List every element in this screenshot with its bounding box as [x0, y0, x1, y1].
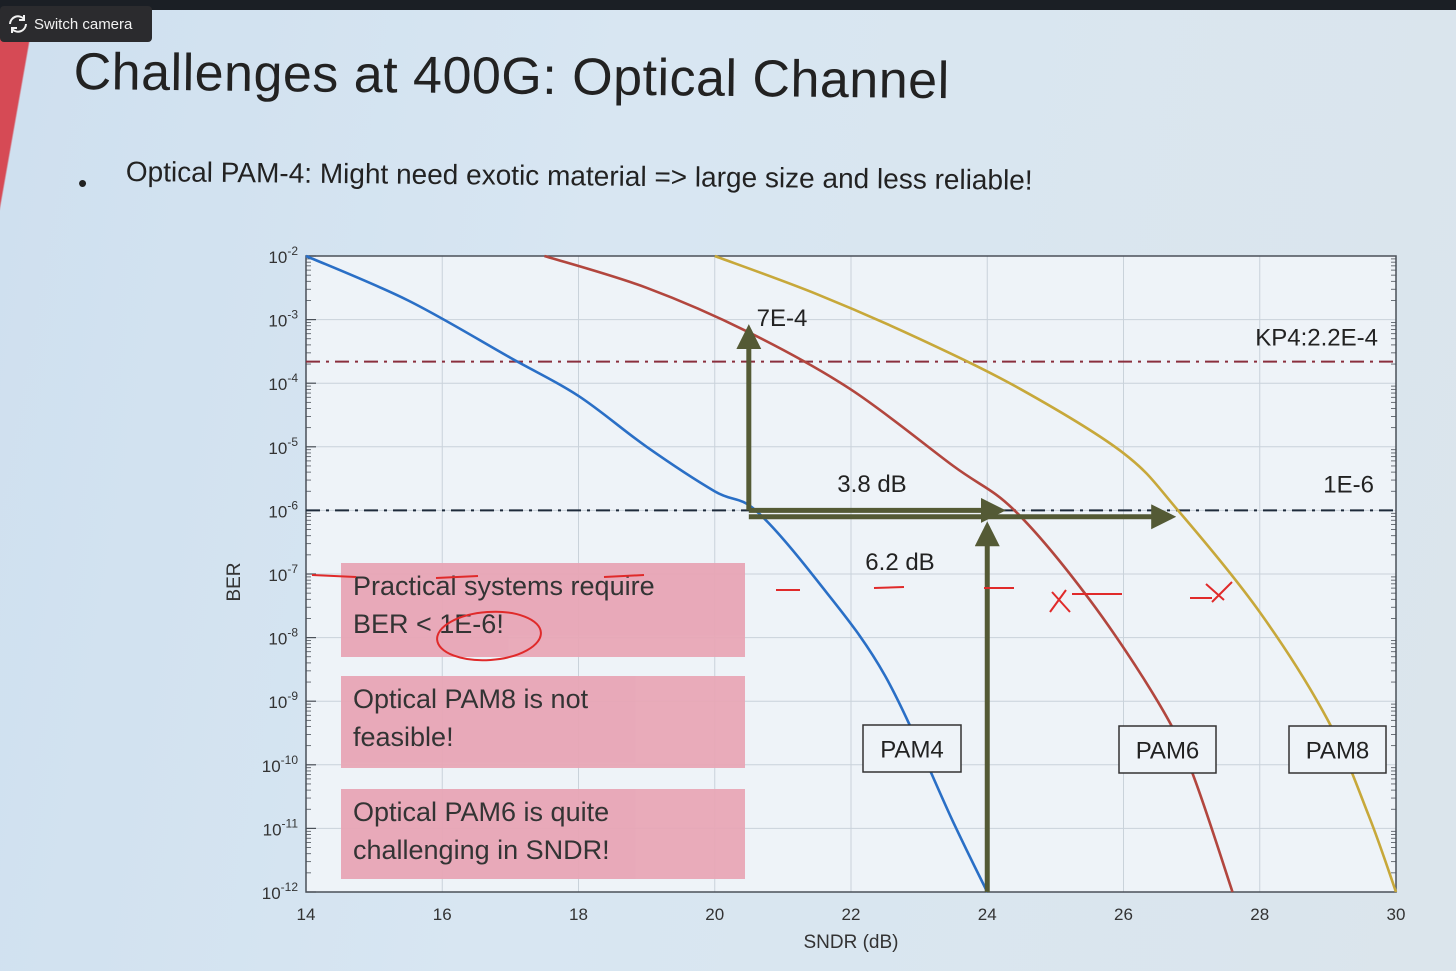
y-tick-exponent: -3 [287, 308, 298, 322]
y-tick-base: 10 [262, 884, 281, 903]
x-tick-label: 18 [569, 905, 588, 924]
label-box-pam6 [1118, 725, 1217, 774]
camera-switch-icon [9, 15, 27, 33]
y-tick-label: 10-4 [268, 371, 298, 394]
x-tick-label: 30 [1387, 905, 1406, 924]
y-tick-base: 10 [268, 248, 287, 267]
y-tick-label: 10-11 [263, 816, 299, 839]
y-tick-label: 10-12 [262, 880, 299, 903]
plot-frame [305, 255, 1397, 893]
y-tick-exponent: -7 [287, 562, 298, 576]
label-box-pam4-text: PAM4 [880, 737, 944, 764]
kp4-threshold-label: KP4:2.2E-4 [1255, 325, 1378, 352]
y-tick-label: 10-3 [268, 308, 298, 331]
label-box-pam4 [862, 724, 962, 773]
y-tick-base: 10 [268, 566, 287, 585]
y-tick-base: 10 [268, 630, 287, 649]
y-tick-label: 10-8 [268, 626, 298, 649]
y-tick-label: 10-2 [268, 244, 298, 267]
switch-camera-button[interactable]: Switch camera [0, 6, 152, 42]
y-tick-base: 10 [268, 439, 287, 458]
x-tick-label: 24 [978, 905, 997, 924]
y-tick-exponent: -6 [287, 498, 298, 512]
ber-1e6-label: 1E-6 [1323, 471, 1374, 498]
y-tick-exponent: -2 [287, 244, 298, 258]
y-tick-exponent: -4 [287, 371, 298, 385]
switch-camera-label: Switch camera [34, 15, 133, 33]
y-tick-base: 10 [268, 693, 287, 712]
label-box-pam6-text: PAM6 [1136, 738, 1200, 765]
callout-pam6: Optical PAM6 is quite challenging in SND… [341, 789, 745, 879]
x-tick-label: 20 [705, 905, 724, 924]
y-tick-base: 10 [268, 312, 287, 331]
y-tick-exponent: -5 [287, 435, 298, 449]
label-box-pam8 [1288, 725, 1387, 774]
label-box-pam8-text: PAM8 [1306, 738, 1370, 765]
callout-pam6-line1: Optical PAM6 is quite [353, 797, 610, 827]
y-tick-label: 10-10 [262, 753, 299, 776]
callout-pam8-line2: feasible! [353, 722, 454, 752]
callout-pam6-line2: challenging in SNDR! [353, 835, 610, 865]
annotation-6-2db: 6.2 dB [865, 549, 934, 576]
y-tick-label: 10-7 [268, 562, 298, 585]
x-tick-label: 16 [433, 905, 452, 924]
y-tick-exponent: -11 [282, 816, 299, 830]
x-tick-label: 14 [297, 905, 316, 924]
y-tick-base: 10 [268, 375, 287, 394]
y-tick-base: 10 [262, 757, 281, 776]
y-tick-base: 10 [263, 820, 282, 839]
x-tick-label: 28 [1250, 905, 1269, 924]
callout-pam8-line1: Optical PAM8 is not [353, 684, 589, 714]
y-tick-exponent: -12 [281, 880, 299, 894]
callout-practical: Practical systems require BER < 1E-6! [341, 563, 745, 657]
x-axis-label: SNDR (dB) [803, 932, 898, 953]
y-tick-label: 10-6 [268, 498, 298, 521]
callout-practical-line2: BER < 1E-6! [353, 609, 504, 639]
y-tick-exponent: -10 [281, 753, 299, 767]
y-tick-base: 10 [268, 502, 287, 521]
annotation-7e4: 7E-4 [757, 305, 808, 332]
callout-practical-line1: Practical systems require [353, 571, 655, 601]
x-tick-label: 22 [842, 905, 861, 924]
y-axis-label: BER [224, 562, 245, 601]
x-tick-label: 26 [1114, 905, 1133, 924]
y-tick-label: 10-9 [268, 689, 298, 712]
y-tick-exponent: -8 [287, 626, 298, 640]
y-tick-label: 10-5 [268, 435, 298, 458]
top-bar [0, 0, 1456, 10]
bullet-marker: • [78, 168, 88, 198]
y-tick-exponent: -9 [287, 689, 298, 703]
callout-pam8: Optical PAM8 is not feasible! [341, 676, 745, 768]
annotation-3-8db: 3.8 dB [837, 471, 906, 498]
